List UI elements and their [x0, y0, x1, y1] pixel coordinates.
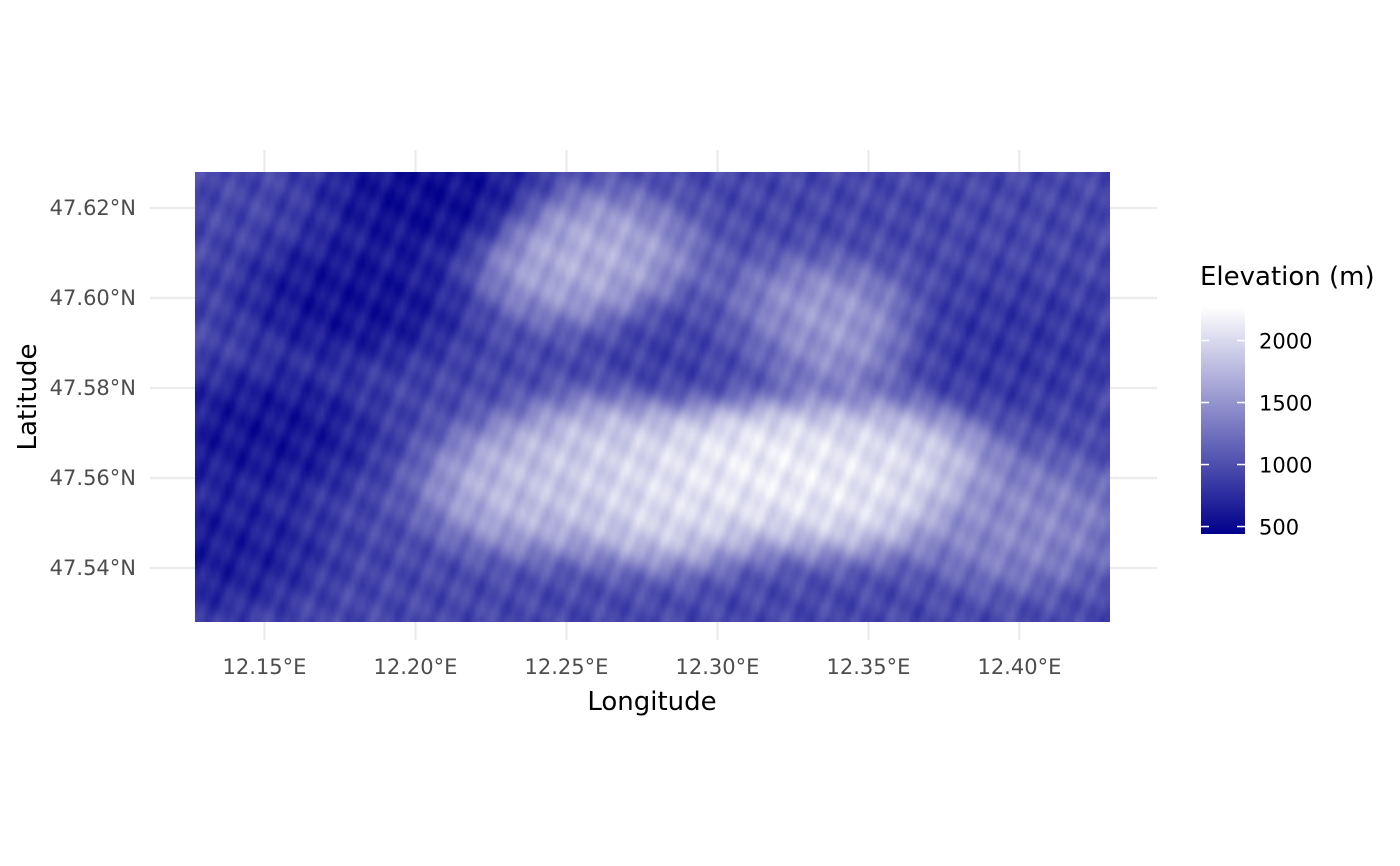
y-tick-label: 47.54°N [50, 556, 136, 580]
x-tick-label: 12.40°E [977, 655, 1061, 679]
y-tick-label: 47.58°N [50, 376, 136, 400]
legend-title: Elevation (m) [1200, 262, 1375, 292]
y-axis-ticks: 47.54°N 47.56°N 47.58°N 47.60°N 47.62°N [50, 196, 136, 580]
legend-colorbar [1201, 307, 1245, 534]
x-tick-label: 12.35°E [826, 655, 910, 679]
y-tick-label: 47.62°N [50, 196, 136, 220]
elevation-raster [195, 172, 1110, 622]
legend-break-label: 1000 [1259, 454, 1312, 478]
x-tick-label: 12.25°E [524, 655, 608, 679]
y-tick-label: 47.60°N [50, 286, 136, 310]
legend-break-label: 1500 [1259, 392, 1312, 416]
x-tick-label: 12.15°E [223, 655, 307, 679]
y-tick-label: 47.56°N [50, 466, 136, 490]
legend: Elevation (m) 500 1000 1500 2000 [1200, 262, 1375, 540]
legend-break-label: 500 [1259, 516, 1299, 540]
x-axis-title: Longitude [587, 687, 716, 717]
y-axis-title: Latitude [13, 343, 43, 450]
legend-break-label: 2000 [1259, 329, 1312, 353]
x-tick-label: 12.30°E [675, 655, 759, 679]
legend-ticks: 500 1000 1500 2000 [1201, 329, 1312, 540]
x-axis-ticks: 12.15°E 12.20°E 12.25°E 12.30°E 12.35°E 12.40… [223, 655, 1062, 679]
x-tick-label: 12.20°E [374, 655, 458, 679]
